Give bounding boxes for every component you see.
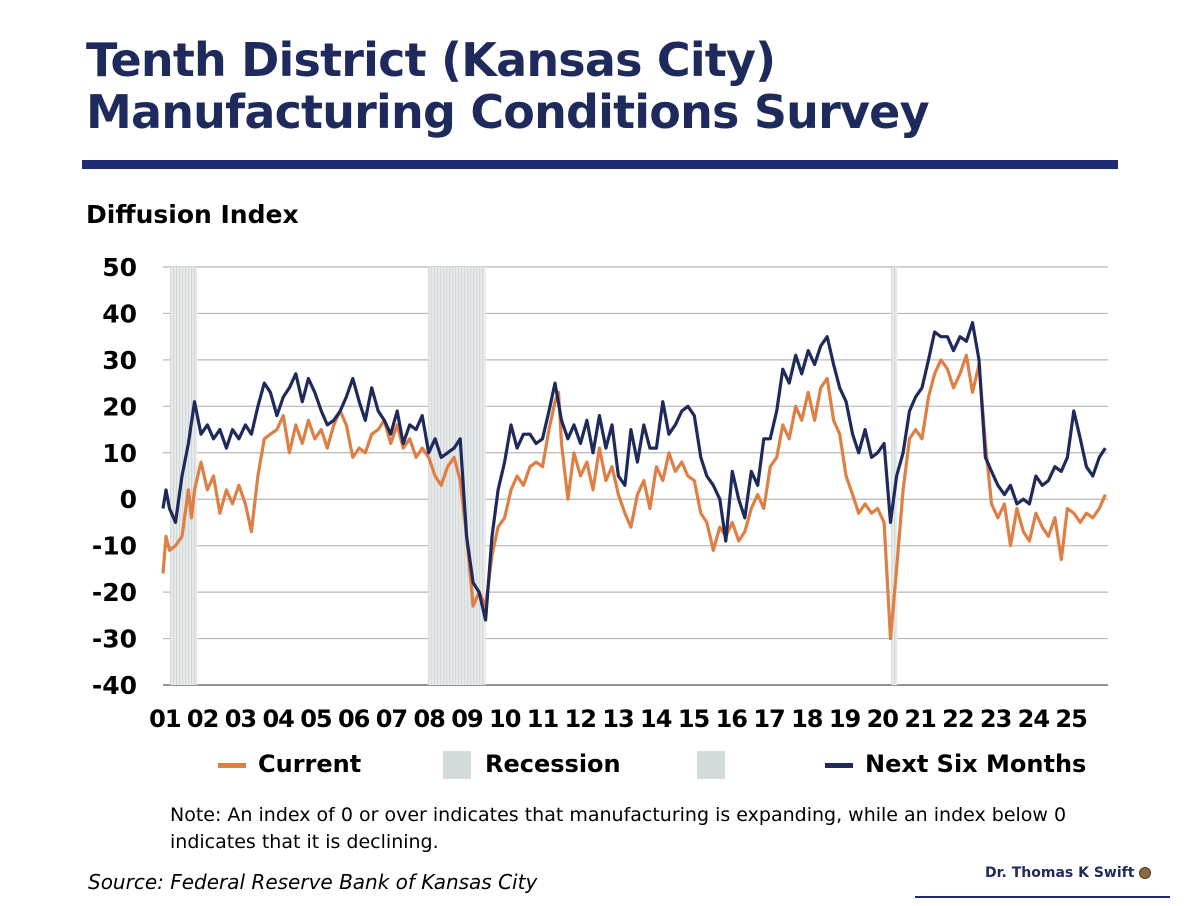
y-tick-label: 40 bbox=[102, 299, 137, 328]
x-tick-label: 16 bbox=[716, 705, 748, 733]
x-tick-label: 23 bbox=[980, 705, 1011, 733]
x-tick-label: 22 bbox=[942, 705, 973, 733]
source-citation: Source: Federal Reserve Bank of Kansas C… bbox=[88, 870, 538, 894]
y-tick-label: -30 bbox=[92, 625, 137, 654]
current-series-line bbox=[161, 353, 1107, 641]
x-tick-label: 11 bbox=[527, 705, 559, 733]
x-tick-labels: 01 02 03 04 05 06 07 08 09 10 11 12 13 14 15 16 17 18 19 20… bbox=[149, 705, 1088, 733]
x-tick-label: 21 bbox=[904, 705, 936, 733]
y-axis-label: Diffusion Index bbox=[86, 200, 299, 229]
grid-layer bbox=[163, 266, 1108, 686]
x-tick-label: 05 bbox=[300, 705, 332, 733]
legend-recession-label: Recession bbox=[485, 750, 621, 778]
y-tick-label: -20 bbox=[92, 578, 137, 607]
x-tick-label: 19 bbox=[829, 705, 861, 733]
x-tick-label: 02 bbox=[187, 705, 218, 733]
series-layer bbox=[161, 321, 1107, 641]
author-signature: Dr. Thomas K Swift bbox=[985, 865, 1152, 881]
x-tick-label: 13 bbox=[602, 705, 633, 733]
chart-title: Tenth District (Kansas City) Manufacturi… bbox=[86, 33, 930, 139]
y-tick-label: -10 bbox=[92, 532, 137, 561]
recession-band bbox=[170, 267, 198, 685]
legend-blank-swatch bbox=[697, 751, 725, 779]
x-tick-label: 18 bbox=[791, 705, 823, 733]
chart-title-line1: Tenth District (Kansas City) bbox=[86, 33, 776, 87]
x-tick-label: 07 bbox=[376, 705, 407, 733]
y-tick-label: -40 bbox=[92, 671, 137, 700]
chart-title-line2: Manufacturing Conditions Survey bbox=[86, 85, 930, 139]
x-tick-label: 17 bbox=[753, 705, 784, 733]
x-tick-label: 20 bbox=[867, 705, 899, 733]
footnote: Note: An index of 0 or over indicates th… bbox=[170, 804, 1067, 853]
x-tick-label: 25 bbox=[1055, 705, 1087, 733]
next-six-months-series-line bbox=[161, 321, 1107, 622]
y-tick-label: 0 bbox=[120, 485, 137, 514]
legend-next-six-months: Next Six Months bbox=[825, 750, 1086, 778]
legend-blank bbox=[697, 750, 739, 779]
signature-divider bbox=[915, 896, 1170, 898]
globe-icon bbox=[1139, 867, 1152, 879]
legend-next-six-months-label: Next Six Months bbox=[865, 750, 1087, 778]
y-tick-label: 10 bbox=[102, 439, 137, 468]
legend-current-swatch bbox=[218, 762, 246, 768]
legend-next-six-months-swatch bbox=[825, 762, 853, 768]
y-tick-labels: 50 40 30 20 10 0 -10 -20 -30 -40 bbox=[92, 253, 137, 700]
y-tick-label: 50 bbox=[102, 253, 137, 282]
x-tick-label: 24 bbox=[1018, 705, 1050, 733]
legend-recession-swatch bbox=[443, 751, 471, 779]
x-tick-label: 06 bbox=[338, 705, 370, 733]
x-tick-label: 09 bbox=[451, 705, 483, 733]
x-tick-label: 03 bbox=[225, 705, 256, 733]
x-tick-label: 04 bbox=[262, 705, 294, 733]
x-tick-label: 14 bbox=[640, 705, 672, 733]
legend-current-label: Current bbox=[258, 750, 362, 778]
y-tick-label: 20 bbox=[102, 392, 137, 421]
x-tick-label: 15 bbox=[678, 705, 710, 733]
recession-layer bbox=[170, 267, 898, 685]
legend-recession: Recession bbox=[443, 750, 621, 779]
legend-current: Current bbox=[218, 750, 361, 778]
x-tick-label: 01 bbox=[149, 705, 181, 733]
title-divider bbox=[82, 160, 1118, 169]
author-name: Dr. Thomas K Swift bbox=[985, 865, 1135, 881]
x-tick-label: 10 bbox=[489, 705, 521, 733]
x-tick-label: 08 bbox=[413, 705, 445, 733]
x-tick-label: 12 bbox=[565, 705, 596, 733]
y-tick-label: 30 bbox=[102, 346, 137, 375]
